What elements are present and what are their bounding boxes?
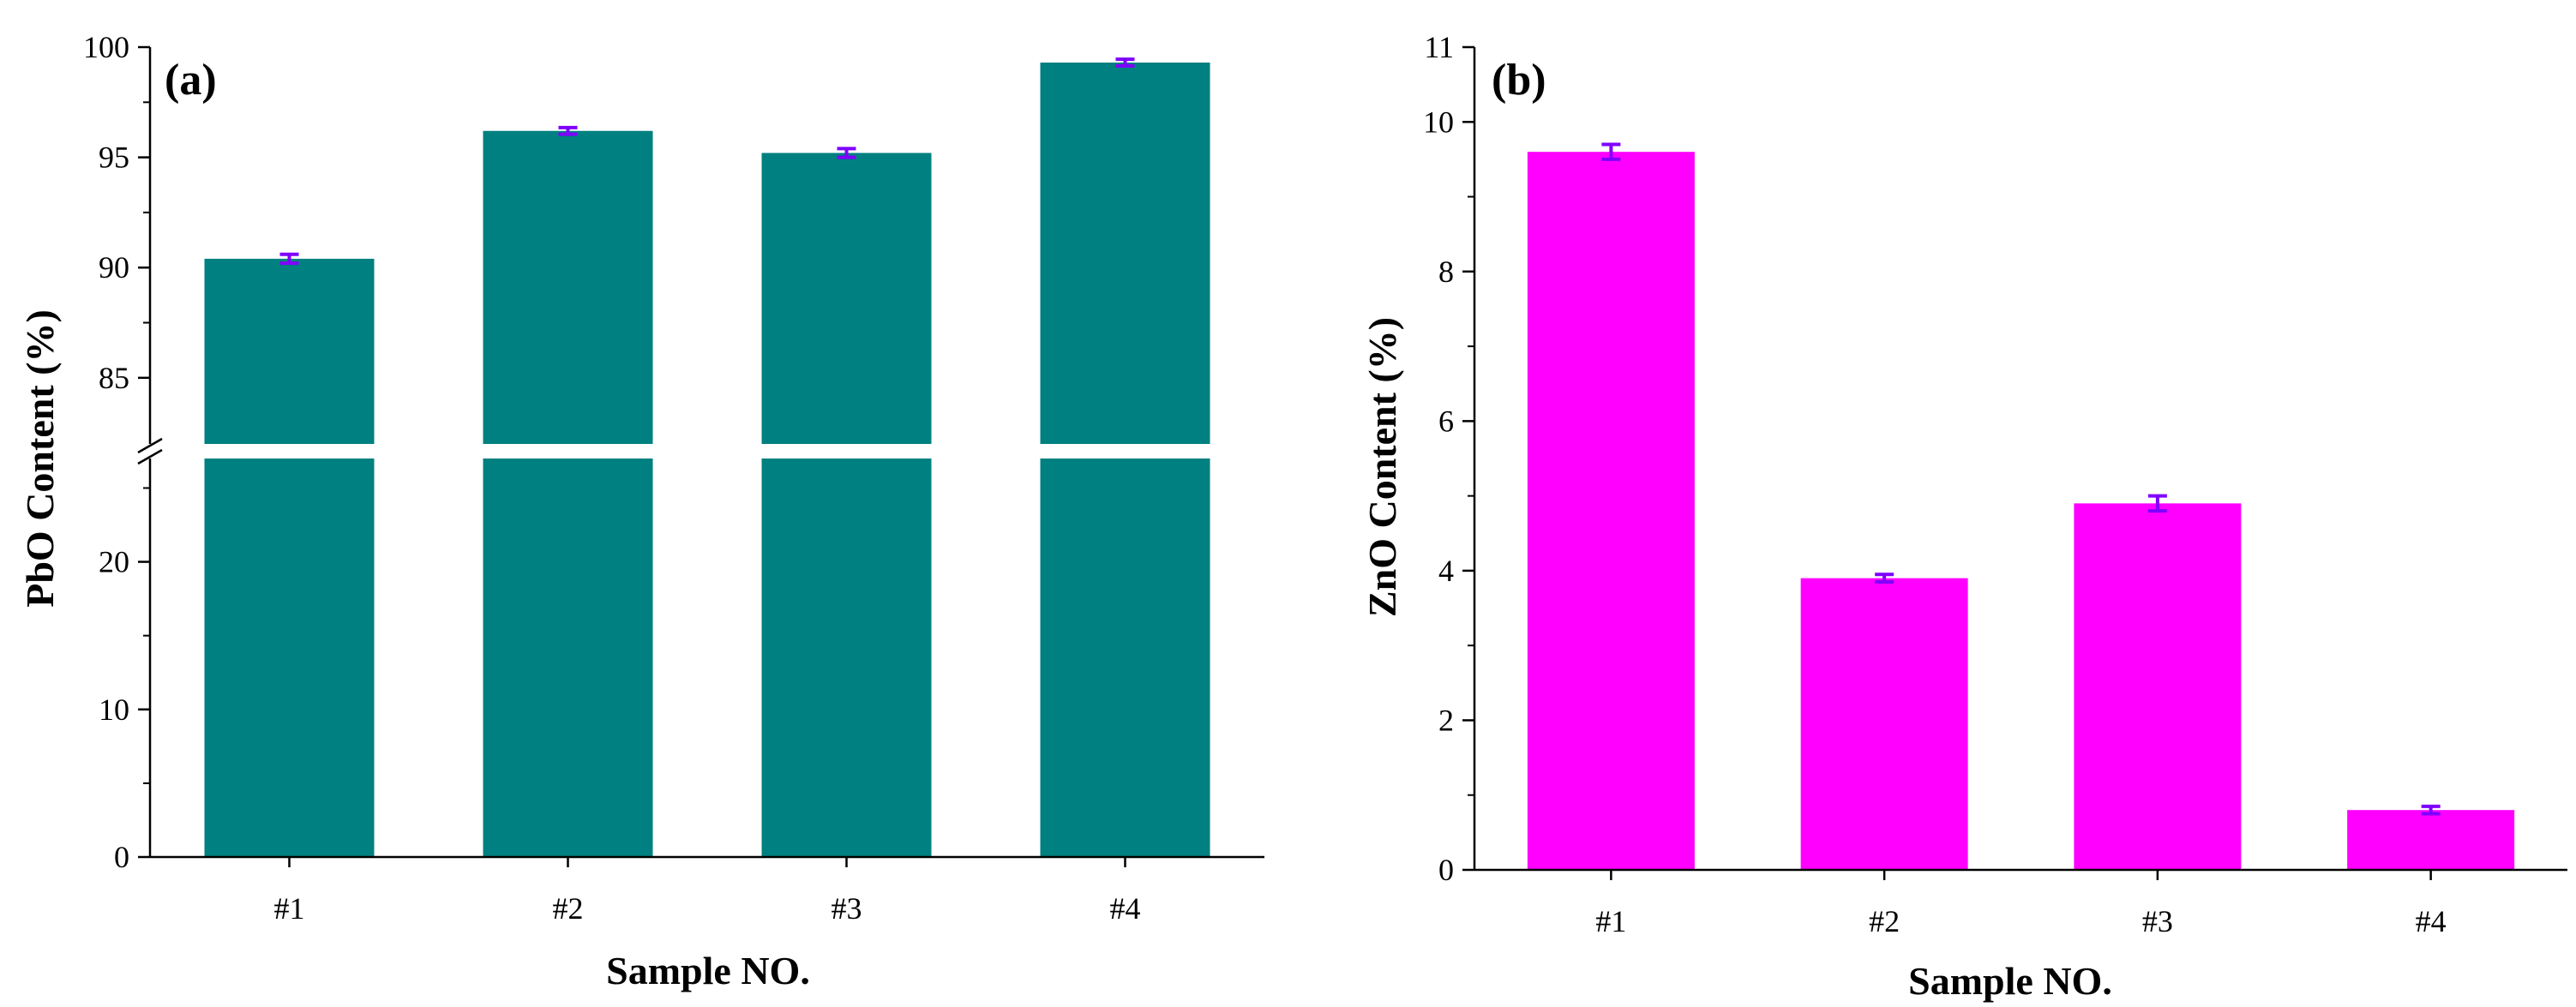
y-tick-label: 100 <box>83 30 129 64</box>
bar-upper-segment <box>1040 63 1210 444</box>
bar-upper-segment <box>483 130 653 444</box>
y-tick-label: 0 <box>1438 853 1454 887</box>
bar-lower-segment <box>761 459 932 857</box>
axis-break-mark <box>137 437 163 454</box>
y-tick-label: 20 <box>99 545 129 579</box>
x-tick-label: #4 <box>2416 904 2447 938</box>
y-tick-label: 85 <box>99 361 129 395</box>
y-tick-label: 10 <box>99 692 129 727</box>
panel-b-bars <box>1527 142 2515 870</box>
bar <box>1800 578 1968 870</box>
bar <box>2347 810 2515 870</box>
axis-break-mark <box>137 448 163 465</box>
y-tick-label: 10 <box>1423 105 1454 139</box>
panel-b-axes <box>1473 47 2567 872</box>
x-tick-label: #2 <box>1869 904 1900 938</box>
bar-upper-segment <box>204 258 375 444</box>
bar-lower-segment <box>204 459 375 857</box>
y-tick-label: 90 <box>99 250 129 285</box>
y-tick-label: 11 <box>1424 30 1454 64</box>
y-tick-label: 6 <box>1438 404 1454 438</box>
bar-lower-segment <box>483 459 653 857</box>
x-tick-label: #1 <box>1595 904 1626 938</box>
bar <box>2074 503 2242 870</box>
x-tick-label: #2 <box>553 891 584 926</box>
panel-b-ticks: #1 #2 #3 #4 0 2 4 6 8 10 11 <box>1423 30 2447 938</box>
panel-a-x-axis-title: Sample NO. <box>606 949 810 992</box>
panel-a-ticks: #1 #2 #3 #4 0 10 20 85 90 95 100 <box>83 30 1141 926</box>
bar <box>1527 152 1695 870</box>
panel-a-bars <box>204 57 1210 857</box>
panel-a-chart: #1 #2 #3 #4 0 10 20 85 90 95 100 (a) PbO Content (… <box>18 30 1264 992</box>
y-tick-label: 8 <box>1438 255 1454 289</box>
x-tick-label: #1 <box>274 891 305 926</box>
panel-b-chart: #1 #2 #3 #4 0 2 4 6 8 10 11 (b) ZnO Content (%) Sa… <box>1360 30 2567 1003</box>
y-tick-label: 2 <box>1438 703 1454 737</box>
x-tick-label: #4 <box>1110 891 1141 926</box>
panel-b-x-axis-title: Sample NO. <box>1908 959 2112 1003</box>
bar-upper-segment <box>761 153 932 444</box>
y-tick-label: 0 <box>114 840 129 874</box>
y-tick-label: 95 <box>99 141 129 175</box>
bar-lower-segment <box>1040 459 1210 857</box>
panel-b-y-axis-title: ZnO Content (%) <box>1360 317 1404 617</box>
x-tick-label: #3 <box>832 891 862 926</box>
panel-a-y-axis-title: PbO Content (%) <box>18 309 62 608</box>
y-tick-label: 4 <box>1438 554 1454 588</box>
x-tick-label: #3 <box>2142 904 2173 938</box>
panel-a-label: (a) <box>165 56 217 105</box>
panel-b-label: (b) <box>1492 56 1546 105</box>
